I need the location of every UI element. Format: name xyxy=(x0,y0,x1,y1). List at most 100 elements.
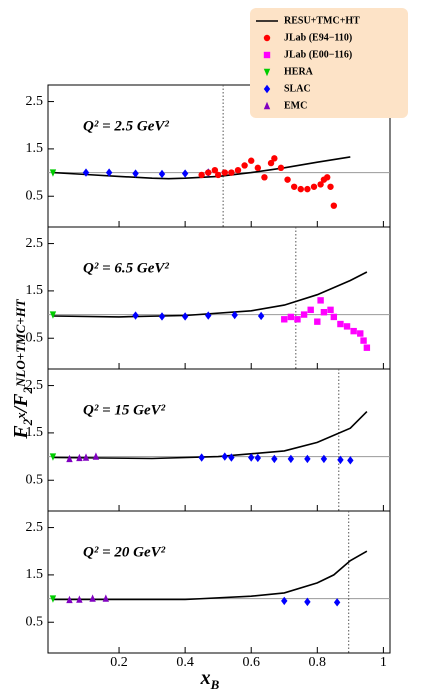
marker xyxy=(66,595,73,604)
marker xyxy=(105,168,113,177)
marker xyxy=(221,452,228,461)
marker xyxy=(297,185,304,193)
marker xyxy=(320,309,328,316)
y-axis-label-part: 2 xyxy=(20,418,35,426)
marker xyxy=(205,311,212,320)
marker xyxy=(132,311,139,320)
y-tick-label: 2.5 xyxy=(26,520,44,535)
marker xyxy=(76,453,83,462)
marker xyxy=(343,323,351,330)
marker xyxy=(327,306,334,314)
x-tick-label: 0.6 xyxy=(242,655,260,670)
marker xyxy=(304,454,311,464)
legend-label: JLab (E00−116) xyxy=(284,49,352,60)
marker xyxy=(304,597,311,607)
marker xyxy=(49,169,57,177)
marker xyxy=(132,169,139,178)
marker xyxy=(347,456,354,465)
panel-frame xyxy=(47,510,391,654)
y-tick-label: 1.5 xyxy=(26,425,44,440)
marker xyxy=(317,297,324,304)
legend-label: SLAC xyxy=(284,83,311,94)
marker xyxy=(221,169,228,176)
marker xyxy=(228,453,235,462)
legend-box xyxy=(250,8,408,118)
marker xyxy=(82,453,90,461)
marker xyxy=(281,596,288,606)
x-tick-label: 0.2 xyxy=(110,655,128,670)
marker xyxy=(267,159,275,167)
y-tick-label: 2.5 xyxy=(26,378,44,393)
marker xyxy=(337,455,344,465)
marker xyxy=(261,174,268,181)
marker xyxy=(294,316,301,323)
marker xyxy=(254,164,262,172)
y-tick-label: 2.5 xyxy=(26,94,44,109)
marker xyxy=(158,169,166,179)
marker xyxy=(49,595,57,603)
y-tick-label: 1.5 xyxy=(26,283,44,298)
marker xyxy=(214,171,222,179)
marker xyxy=(350,327,357,335)
y-tick-label: 0.5 xyxy=(26,330,44,345)
marker xyxy=(76,595,83,603)
marker xyxy=(330,202,338,209)
legend-label: HERA xyxy=(284,66,314,77)
y-axis-label-part: x xyxy=(13,412,28,420)
marker xyxy=(337,320,344,328)
y-axis-label-part: F xyxy=(10,425,32,440)
y-tick-label: 0.5 xyxy=(26,472,44,487)
y-tick-label: 2.5 xyxy=(26,236,44,251)
marker xyxy=(271,155,278,162)
marker xyxy=(234,167,242,174)
panel-title: Q² = 2.5 GeV² xyxy=(83,118,169,134)
x-axis-label: xB xyxy=(200,667,220,691)
x-tick-label: 0.4 xyxy=(176,655,194,670)
x-tick-label: 0.8 xyxy=(309,655,327,670)
marker xyxy=(254,453,262,463)
legend-marker xyxy=(263,34,271,42)
marker xyxy=(248,157,255,164)
marker xyxy=(198,453,205,462)
panel-title: Q² = 6.5 GeV² xyxy=(83,260,169,276)
legend-marker xyxy=(263,51,271,59)
legend-label: RESU+TMC+HT xyxy=(284,15,360,26)
marker xyxy=(231,310,238,320)
marker xyxy=(181,169,189,178)
marker xyxy=(211,167,219,174)
x-axis-label-part: x xyxy=(200,667,211,689)
marker xyxy=(198,171,205,179)
panel-frame xyxy=(47,226,391,370)
marker xyxy=(248,453,255,462)
marker xyxy=(228,169,235,176)
y-axis-label: F2x/F2NLO+TMC+HT xyxy=(10,298,36,440)
marker xyxy=(82,168,90,177)
marker xyxy=(49,453,57,461)
marker xyxy=(320,454,328,464)
marker xyxy=(330,313,338,321)
marker xyxy=(307,306,314,314)
y-axis-label-part: /F xyxy=(10,393,32,415)
marker xyxy=(158,312,166,321)
marker xyxy=(314,318,321,325)
y-tick-label: 0.5 xyxy=(26,614,44,629)
marker xyxy=(284,176,291,183)
y-tick-label: 0.5 xyxy=(26,188,44,203)
y-axis-label-part: 2 xyxy=(20,387,35,395)
marker xyxy=(363,344,371,351)
legend-label: EMC xyxy=(284,100,307,111)
marker xyxy=(304,185,311,193)
marker xyxy=(310,183,318,190)
legend-marker xyxy=(263,68,271,77)
model-curve xyxy=(52,271,368,318)
y-tick-label: 1.5 xyxy=(26,567,44,582)
marker xyxy=(92,452,100,460)
marker xyxy=(257,311,265,321)
marker xyxy=(181,312,189,321)
marker xyxy=(66,454,73,463)
marker xyxy=(241,162,248,169)
marker xyxy=(205,169,212,176)
marker xyxy=(324,174,331,181)
marker xyxy=(357,330,364,337)
marker xyxy=(49,311,57,319)
